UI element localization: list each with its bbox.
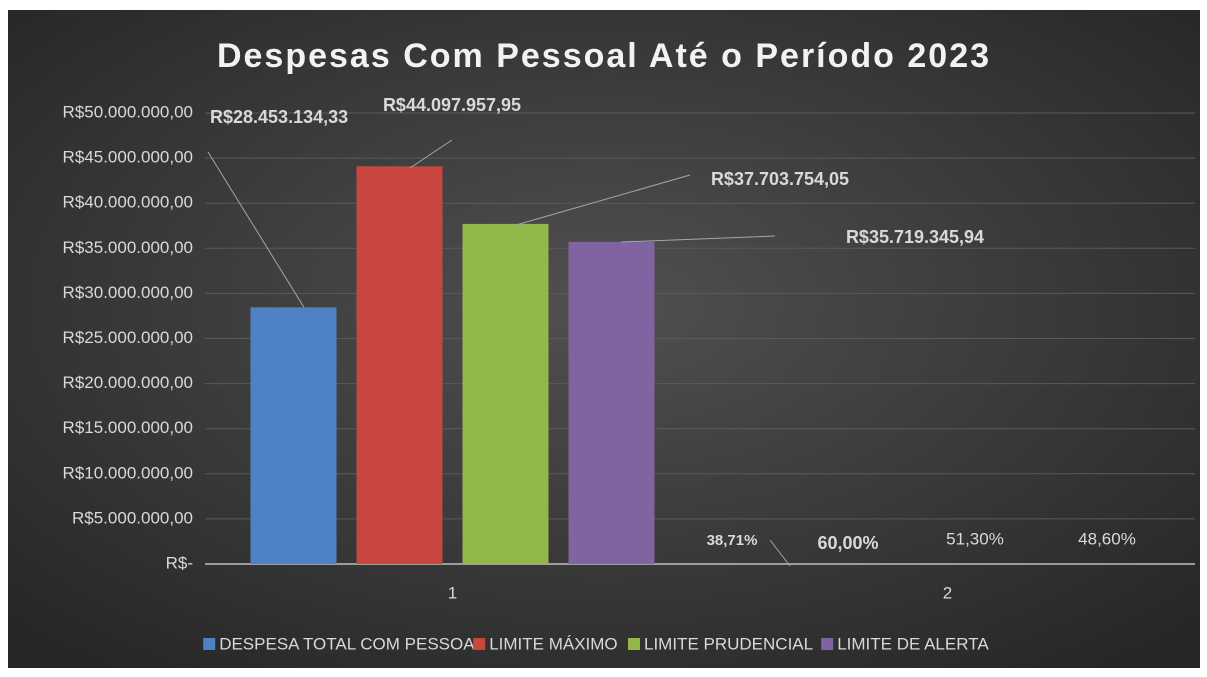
legend-swatch <box>628 638 640 650</box>
legend-swatch <box>821 638 834 650</box>
leader-line <box>207 151 305 308</box>
legend-label: LIMITE PRUDENCIAL <box>644 634 813 653</box>
y-tick-label: R$45.000.000,00 <box>63 148 193 167</box>
data-label: R$44.097.957,95 <box>383 95 521 115</box>
y-tick-label: R$5.000.000,00 <box>72 508 193 527</box>
x-tick-label: 1 <box>448 583 457 602</box>
bar <box>356 166 443 564</box>
leader-line <box>515 174 691 226</box>
leader-line <box>620 235 776 243</box>
data-label: R$35.719.345,94 <box>846 227 984 247</box>
legend-swatch <box>203 638 216 650</box>
chart-title: Despesas Com Pessoal Até o Período 2023 <box>217 37 991 75</box>
legend-swatch <box>473 638 486 650</box>
y-tick-label: R$25.000.000,00 <box>63 328 193 347</box>
data-label: 60,00% <box>817 533 878 553</box>
y-tick-label: R$30.000.000,00 <box>63 283 193 302</box>
data-label: 38,71% <box>707 532 758 549</box>
y-tick-label: R$- <box>166 553 193 572</box>
data-label: 51,30% <box>946 529 1004 548</box>
legend-label: LIMITE DE ALERTA <box>837 634 989 653</box>
data-label: R$37.703.754,05 <box>711 169 849 189</box>
legend-label: DESPESA TOTAL COM PESSOAL <box>219 634 484 653</box>
y-tick-label: R$40.000.000,00 <box>63 193 193 212</box>
y-tick-label: R$10.000.000,00 <box>63 463 193 482</box>
bar <box>462 223 549 564</box>
x-tick-label: 2 <box>943 583 952 602</box>
y-tick-label: R$35.000.000,00 <box>63 238 193 257</box>
bar <box>250 307 337 564</box>
legend-label: LIMITE MÁXIMO <box>489 634 617 653</box>
y-tick-label: R$15.000.000,00 <box>63 418 193 437</box>
data-label: R$28.453.134,33 <box>210 107 348 127</box>
leader-line <box>409 139 453 169</box>
bar <box>568 241 655 564</box>
y-tick-label: R$20.000.000,00 <box>63 373 193 392</box>
y-tick-label: R$50.000.000,00 <box>63 102 193 121</box>
leader-line <box>769 539 791 567</box>
data-label: 48,60% <box>1078 529 1136 548</box>
